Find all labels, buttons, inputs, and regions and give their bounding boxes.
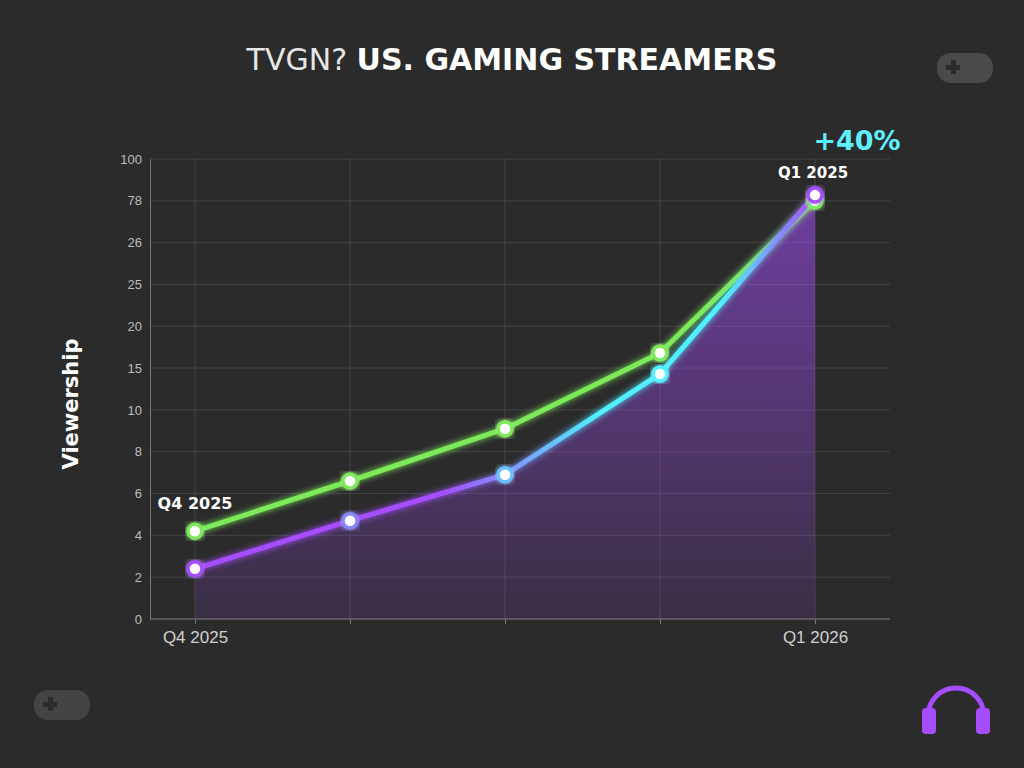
decoration xyxy=(34,53,993,734)
tick-mark xyxy=(660,619,661,624)
marker xyxy=(498,422,512,436)
tick-mark xyxy=(815,619,816,624)
annotation: Q4 2025 xyxy=(158,494,233,513)
headphones-icon xyxy=(928,688,984,716)
annotation: +40% xyxy=(813,125,900,156)
grid xyxy=(150,159,890,619)
line xyxy=(195,201,815,531)
tick-label: 100 xyxy=(120,152,142,167)
tick: 100 xyxy=(120,152,150,167)
marker xyxy=(653,367,667,381)
marker xyxy=(343,474,357,488)
tick xyxy=(660,619,661,624)
tick xyxy=(505,619,506,624)
chart: 0 2 4 6 8 10 15 20 25 26 78 100 Q4 2025 Q1 2026 Viewer… xyxy=(0,0,1024,768)
tick-label: 25 xyxy=(128,277,142,292)
tick: Q4 2025 xyxy=(163,619,228,647)
tick xyxy=(350,619,351,624)
tick-label: Q4 2025 xyxy=(163,628,228,647)
tick-label: 8 xyxy=(135,444,142,459)
tick: Q1 2026 xyxy=(783,619,848,647)
marker xyxy=(498,468,512,482)
tick: 2 xyxy=(135,570,150,585)
tick-mark xyxy=(505,619,506,624)
title: TVGN? US. GAMING STREAMERS xyxy=(246,42,778,77)
gamepad-cross xyxy=(951,60,956,74)
grid-line xyxy=(195,159,196,619)
tick-label: 20 xyxy=(128,319,142,334)
tick-label: 26 xyxy=(128,235,142,250)
tick-label: 6 xyxy=(135,486,142,501)
tick: 0 xyxy=(135,612,150,627)
grid-line xyxy=(150,200,890,201)
marker xyxy=(343,514,357,528)
axis-title: Viewership xyxy=(59,338,83,469)
gamepad-icon xyxy=(34,690,90,720)
tick: 4 xyxy=(135,528,150,543)
gamepad-cross xyxy=(48,697,53,711)
x-axis: Q4 2025 Q1 2026 xyxy=(150,619,890,647)
tick-label: 4 xyxy=(135,528,142,543)
tick-label: 0 xyxy=(135,612,142,627)
tick: 15 xyxy=(128,361,150,376)
tick: 26 xyxy=(128,235,150,250)
marker xyxy=(188,524,202,538)
annotation: Q1 2025 xyxy=(778,164,848,182)
axis-line xyxy=(150,160,151,620)
y-axis: 0 2 4 6 8 10 15 20 25 26 78 100 xyxy=(120,152,150,627)
area xyxy=(195,195,815,619)
grid-line xyxy=(150,159,890,160)
tick: 25 xyxy=(128,277,150,292)
tick-label: 2 xyxy=(135,570,142,585)
tick-mark xyxy=(195,619,196,624)
tick-label: 10 xyxy=(128,403,142,418)
tick: 20 xyxy=(128,319,150,334)
tick-label: Q1 2026 xyxy=(783,628,848,647)
headphones-icon xyxy=(922,708,936,734)
tick: 78 xyxy=(128,193,150,208)
marker xyxy=(188,562,202,576)
tick-label: 15 xyxy=(128,361,142,376)
background xyxy=(0,0,1024,768)
plot-area xyxy=(188,188,822,619)
tick-label: 78 xyxy=(128,193,142,208)
tick: 6 xyxy=(135,486,150,501)
marker xyxy=(808,188,822,202)
headphones-icon xyxy=(976,708,990,734)
marker xyxy=(653,346,667,360)
tick: 10 xyxy=(128,403,150,418)
line xyxy=(195,195,815,569)
tick-mark xyxy=(350,619,351,624)
gamepad-icon xyxy=(937,53,993,83)
tick: 8 xyxy=(135,444,150,459)
